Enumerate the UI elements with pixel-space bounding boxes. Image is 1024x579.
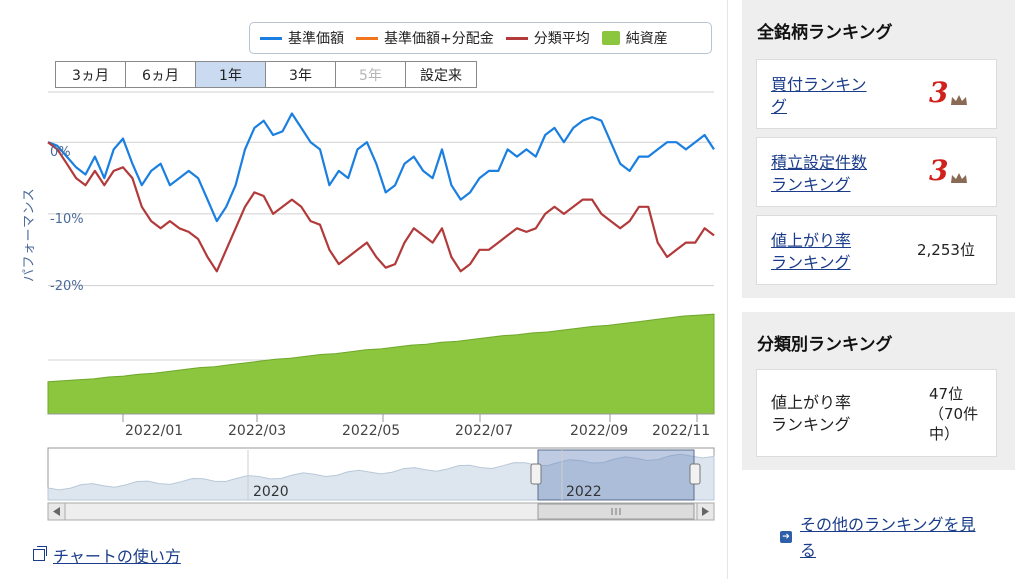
all-ranking-title: 全銘柄ランキング [757, 23, 893, 43]
navigator-handle-left[interactable] [530, 463, 542, 485]
range-tabs: 3ヵ月 6ヵ月 1年 3年 5年 設定来 [55, 61, 477, 88]
y-tick-label: -20% [50, 279, 84, 294]
value-line: （70件 [929, 405, 979, 423]
net-assets-area [47, 313, 715, 415]
y-axis-title: パフォーマンス [22, 187, 37, 282]
installment-ranking-link[interactable]: 積立設定件数 ランキング [771, 152, 867, 196]
purchase-ranking-link[interactable]: 買付ランキン グ [771, 74, 867, 118]
legend-swatch-icon [601, 31, 620, 45]
tab-1-year[interactable]: 1年 [196, 62, 266, 87]
link-line: 積立設定件数 [771, 153, 868, 172]
price-rise-ranking-link[interactable]: 値上がり率 ランキング [771, 230, 851, 274]
category-ranking-label: 値上がり率 ランキング [771, 392, 851, 436]
x-tick-label: 2022/09 [570, 423, 629, 439]
ranking-card-price-rise: 値上がり率 ランキング 2,253位 [756, 215, 997, 285]
crown-icon [951, 95, 967, 105]
legend-line-icon [356, 36, 378, 40]
link-line: る [800, 541, 817, 560]
link-line: その他のランキングを見 [800, 515, 976, 534]
legend-line-icon [260, 36, 282, 40]
link-line: グ [771, 97, 788, 116]
legend-item-nav[interactable]: 基準価額 [260, 28, 344, 48]
x-tick-label: 2022/01 [125, 423, 184, 439]
category-rank-value: 47位 （70件 中） [929, 384, 978, 444]
chart-legend: 基準価額 基準価額+分配金 分類平均 純資産 [249, 22, 712, 54]
legend-item-category-average[interactable]: 分類平均 [505, 28, 590, 48]
link-line: ランキング [771, 253, 851, 272]
rank-value: 3 [929, 76, 949, 109]
link-line: 買付ランキン [771, 75, 867, 94]
legend-label: 基準価額 [288, 31, 344, 47]
rank-value: 2,253位 [917, 241, 975, 259]
tab-5-years: 5年 [336, 62, 406, 87]
ranking-card-installment: 積立設定件数 ランキング 3 [756, 137, 997, 207]
navigator-year-label: 2022 [566, 484, 602, 500]
legend-label: 分類平均 [533, 31, 590, 47]
chart-usage-link-label: チャートの使い方 [53, 547, 181, 566]
y-tick-label: -10% [50, 212, 84, 227]
all-ranking-section: 全銘柄ランキング 買付ランキン グ 3 積立設定件数 ランキング 3 値上がり率… [742, 0, 1015, 298]
x-tick-label: 2022/05 [342, 423, 401, 439]
navigator-year-label: 2020 [253, 484, 289, 500]
chart-canvas [47, 91, 715, 521]
ranking-card-purchase: 買付ランキン グ 3 [756, 59, 997, 129]
value-line: 47位 [929, 385, 964, 403]
tab-3-months[interactable]: 3ヵ月 [56, 62, 126, 87]
navigator-handle-right[interactable] [689, 463, 701, 485]
legend-item-nav-plus-dividend[interactable]: 基準価額+分配金 [356, 28, 494, 48]
link-line: 値上がり率 [771, 231, 852, 250]
tab-since-inception[interactable]: 設定来 [406, 62, 476, 87]
link-line: ランキング [771, 175, 851, 194]
y-tick-label: 0% [50, 145, 71, 160]
x-tick-label: 2022/03 [228, 423, 287, 439]
chevron-right-icon [702, 507, 709, 516]
x-tick-label: 2022/07 [455, 423, 514, 439]
legend-label: 基準価額+分配金 [384, 31, 494, 47]
legend-line-icon [505, 36, 528, 40]
series-line-nav [47, 112, 715, 223]
x-tick-label: 2022/11 [652, 423, 711, 439]
label-line: ランキング [771, 415, 851, 434]
crown-icon [951, 173, 967, 183]
chevron-left-icon [53, 507, 60, 516]
arrow-right-icon: ➔ [780, 531, 792, 543]
tab-3-years[interactable]: 3年 [266, 62, 336, 87]
tab-6-months[interactable]: 6ヵ月 [126, 62, 196, 87]
navigator-selection[interactable] [537, 449, 695, 501]
chart-usage-link[interactable]: チャートの使い方 [33, 543, 181, 567]
other-rankings-label: その他のランキングを見 る [800, 512, 1010, 564]
legend-label: 純資産 [625, 31, 668, 47]
ranking-panel: 全銘柄ランキング 買付ランキン グ 3 積立設定件数 ランキング 3 値上がり率… [742, 0, 1024, 579]
legend-item-net-assets[interactable]: 純資産 [601, 28, 668, 48]
ranking-card-category-price-rise: 値上がり率 ランキング 47位 （70件 中） [756, 369, 997, 457]
navigator-series-area [47, 453, 715, 501]
category-ranking-section: 分類別ランキング 値上がり率 ランキング 47位 （70件 中） [742, 312, 1015, 470]
rank-value: 3 [929, 154, 949, 187]
category-ranking-title: 分類別ランキング [757, 335, 893, 355]
value-line: 中） [929, 425, 960, 443]
series-line-category-average [47, 141, 715, 273]
chart-panel: 基準価額 基準価額+分配金 分類平均 純資産 3ヵ月 6ヵ月 1年 3年 5年 … [22, 0, 728, 579]
label-line: 値上がり率 [771, 393, 852, 412]
external-window-icon [33, 546, 47, 561]
